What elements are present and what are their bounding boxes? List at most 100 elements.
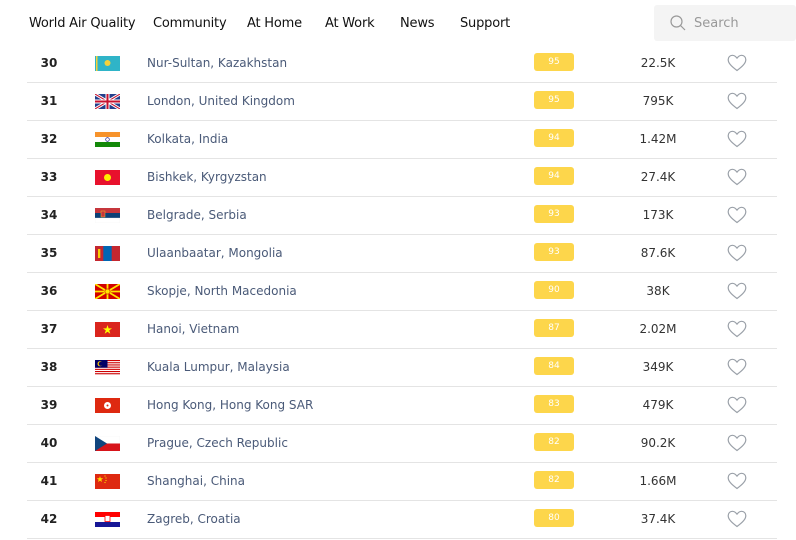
flag-in-icon <box>95 132 120 147</box>
followers-count: 1.42M <box>639 132 677 146</box>
followers-count: 479K <box>642 398 674 412</box>
table-row: 36 Skopje, North Macedonia 90 38K <box>27 273 777 311</box>
city-link[interactable]: Prague, Czech Republic <box>147 436 288 450</box>
followers-count: 38K <box>646 284 670 298</box>
heart-icon[interactable] <box>727 244 747 262</box>
table-row: 37 Hanoi, Vietnam 87 2.02M <box>27 311 777 349</box>
heart-icon[interactable] <box>727 396 747 414</box>
city-link[interactable]: Shanghai, China <box>147 474 245 488</box>
nav-community[interactable]: Community <box>153 16 227 31</box>
rank: 42 <box>40 512 58 526</box>
followers-count: 795K <box>642 94 674 108</box>
flag-mn-icon <box>95 246 120 261</box>
city-link[interactable]: Nur-Sultan, Kazakhstan <box>147 56 288 70</box>
city-ranking-list: 30 Nur-Sultan, Kazakhstan 95 22.5K 31 Lo… <box>27 45 777 539</box>
aqi-badge: 93 <box>534 243 574 261</box>
rank: 38 <box>40 360 58 374</box>
table-row: 32 Kolkata, India 94 1.42M <box>27 121 777 159</box>
table-row: 30 Nur-Sultan, Kazakhstan 95 22.5K <box>27 45 777 83</box>
city-link[interactable]: Hong Kong, Hong Kong SAR <box>147 398 314 412</box>
flag-hr-icon <box>95 512 120 527</box>
heart-icon[interactable] <box>727 54 747 72</box>
flag-cz-icon <box>95 436 120 451</box>
followers-count: 2.02M <box>639 322 677 336</box>
flag-my-icon <box>95 360 120 375</box>
search-box[interactable] <box>654 5 796 41</box>
rank: 40 <box>40 436 58 450</box>
nav-world-air-quality[interactable]: World Air Quality <box>29 16 136 31</box>
followers-count: 1.66M <box>639 474 677 488</box>
heart-icon[interactable] <box>727 206 747 224</box>
rank: 31 <box>40 94 58 108</box>
city-link[interactable]: Kolkata, India <box>147 132 229 146</box>
flag-kz-icon <box>95 56 120 71</box>
rank: 37 <box>40 322 58 336</box>
aqi-badge: 94 <box>534 129 574 147</box>
table-row: 35 Ulaanbaatar, Mongolia 93 87.6K <box>27 235 777 273</box>
city-link[interactable]: London, United Kingdom <box>147 94 295 108</box>
top-nav: World Air Quality Community At Home At W… <box>0 0 796 45</box>
heart-icon[interactable] <box>727 282 747 300</box>
aqi-badge: 87 <box>534 319 574 337</box>
flag-rs-icon <box>95 208 120 223</box>
rank: 34 <box>40 208 58 222</box>
aqi-badge: 82 <box>534 471 574 489</box>
city-link[interactable]: Skopje, North Macedonia <box>147 284 297 298</box>
rank: 39 <box>40 398 58 412</box>
aqi-badge: 93 <box>534 205 574 223</box>
followers-count: 27.4K <box>640 170 676 184</box>
aqi-badge: 82 <box>534 433 574 451</box>
aqi-badge: 84 <box>534 357 574 375</box>
city-link[interactable]: Bishkek, Kyrgyzstan <box>147 170 267 184</box>
flag-gb-icon <box>95 94 120 109</box>
heart-icon[interactable] <box>727 472 747 490</box>
rank: 33 <box>40 170 58 184</box>
heart-icon[interactable] <box>727 168 747 186</box>
nav-news[interactable]: News <box>400 16 435 31</box>
search-input[interactable] <box>694 13 789 33</box>
aqi-badge: 80 <box>534 509 574 527</box>
city-link[interactable]: Zagreb, Croatia <box>147 512 241 526</box>
followers-count: 37.4K <box>640 512 676 526</box>
heart-icon[interactable] <box>727 92 747 110</box>
table-row: 42 Zagreb, Croatia 80 37.4K <box>27 501 777 539</box>
flag-kg-icon <box>95 170 120 185</box>
followers-count: 173K <box>642 208 674 222</box>
rank: 35 <box>40 246 58 260</box>
flag-hk-icon <box>95 398 120 413</box>
rank: 36 <box>40 284 58 298</box>
heart-icon[interactable] <box>727 130 747 148</box>
aqi-badge: 90 <box>534 281 574 299</box>
table-row: 38 Kuala Lumpur, Malaysia 84 349K <box>27 349 777 387</box>
rank: 41 <box>40 474 58 488</box>
heart-icon[interactable] <box>727 358 747 376</box>
followers-count: 349K <box>642 360 674 374</box>
aqi-badge: 95 <box>534 91 574 109</box>
rank: 30 <box>40 56 58 70</box>
flag-vn-icon <box>95 322 120 337</box>
nav-at-work[interactable]: At Work <box>325 16 375 31</box>
table-row: 39 Hong Kong, Hong Kong SAR 83 479K <box>27 387 777 425</box>
nav-at-home[interactable]: At Home <box>247 16 302 31</box>
flag-mk-icon <box>95 284 120 299</box>
heart-icon[interactable] <box>727 510 747 528</box>
city-link[interactable]: Ulaanbaatar, Mongolia <box>147 246 283 260</box>
city-link[interactable]: Belgrade, Serbia <box>147 208 247 222</box>
table-row: 41 Shanghai, China 82 1.66M <box>27 463 777 501</box>
table-row: 31 London, United Kingdom 95 795K <box>27 83 777 121</box>
flag-cn-icon <box>95 474 120 489</box>
aqi-badge: 95 <box>534 53 574 71</box>
nav-support[interactable]: Support <box>460 16 510 31</box>
followers-count: 90.2K <box>640 436 676 450</box>
rank: 32 <box>40 132 58 146</box>
followers-count: 87.6K <box>640 246 676 260</box>
table-row: 34 Belgrade, Serbia 93 173K <box>27 197 777 235</box>
heart-icon[interactable] <box>727 320 747 338</box>
followers-count: 22.5K <box>640 56 676 70</box>
heart-icon[interactable] <box>727 434 747 452</box>
aqi-badge: 83 <box>534 395 574 413</box>
city-link[interactable]: Hanoi, Vietnam <box>147 322 240 336</box>
table-row: 40 Prague, Czech Republic 82 90.2K <box>27 425 777 463</box>
search-icon <box>670 15 686 31</box>
city-link[interactable]: Kuala Lumpur, Malaysia <box>147 360 290 374</box>
